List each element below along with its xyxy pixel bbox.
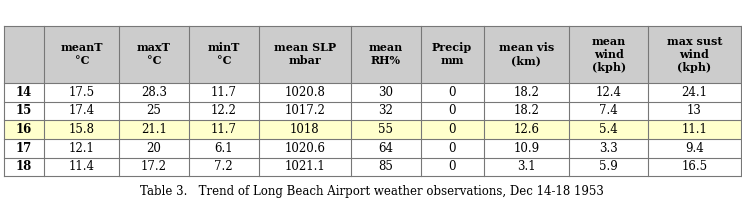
Text: 28.3: 28.3 — [141, 86, 167, 99]
Text: 3.1: 3.1 — [517, 160, 536, 174]
Text: mean vis
(km): mean vis (km) — [499, 43, 554, 66]
Bar — [4, 139, 741, 158]
Text: 15.8: 15.8 — [69, 123, 95, 136]
Bar — [4, 158, 741, 176]
Text: 15: 15 — [16, 104, 32, 117]
Text: meanT
°C: meanT °C — [61, 43, 103, 66]
Text: 5.9: 5.9 — [600, 160, 618, 174]
Text: max sust
wind
(kph): max sust wind (kph) — [667, 36, 722, 73]
Text: 12.1: 12.1 — [69, 142, 95, 155]
Text: 7.2: 7.2 — [214, 160, 233, 174]
Text: mean
wind
(kph): mean wind (kph) — [591, 36, 626, 73]
Text: 18: 18 — [16, 160, 32, 174]
Text: 9.4: 9.4 — [685, 142, 704, 155]
Text: 17.2: 17.2 — [141, 160, 167, 174]
Text: 17.4: 17.4 — [69, 104, 95, 117]
Text: 12.4: 12.4 — [596, 86, 622, 99]
Text: 3.3: 3.3 — [600, 142, 618, 155]
Text: 11.4: 11.4 — [69, 160, 95, 174]
Text: 16.5: 16.5 — [681, 160, 708, 174]
Text: 0: 0 — [448, 160, 456, 174]
Text: 6.1: 6.1 — [214, 142, 233, 155]
Text: 7.4: 7.4 — [600, 104, 618, 117]
Text: 24.1: 24.1 — [681, 86, 707, 99]
Text: Table 3.   Trend of Long Beach Airport weather observations, Dec 14-18 1953: Table 3. Trend of Long Beach Airport wea… — [140, 185, 604, 198]
Text: 16: 16 — [16, 123, 32, 136]
Text: 12.6: 12.6 — [513, 123, 539, 136]
Text: 13: 13 — [687, 104, 702, 117]
Text: 55: 55 — [378, 123, 393, 136]
Bar — [4, 83, 741, 102]
Text: 17.5: 17.5 — [69, 86, 95, 99]
Text: 0: 0 — [448, 142, 456, 155]
Text: 5.4: 5.4 — [600, 123, 618, 136]
Text: mean
RH%: mean RH% — [369, 43, 403, 66]
Text: mean SLP
mbar: mean SLP mbar — [274, 43, 336, 66]
Text: 30: 30 — [378, 86, 393, 99]
Text: 21.1: 21.1 — [141, 123, 167, 136]
Text: 32: 32 — [378, 104, 393, 117]
Text: Precip
mm: Precip mm — [432, 43, 472, 66]
Text: 1021.1: 1021.1 — [284, 160, 325, 174]
Text: 11.7: 11.7 — [211, 123, 237, 136]
Text: 17: 17 — [16, 142, 32, 155]
Text: 20: 20 — [146, 142, 162, 155]
Text: 11.7: 11.7 — [211, 86, 237, 99]
Text: maxT
°C: maxT °C — [137, 43, 171, 66]
Text: 10.9: 10.9 — [513, 142, 539, 155]
Text: 64: 64 — [378, 142, 393, 155]
Text: 0: 0 — [448, 123, 456, 136]
Text: 0: 0 — [448, 104, 456, 117]
Text: 0: 0 — [448, 86, 456, 99]
Text: 85: 85 — [378, 160, 393, 174]
Text: 1020.6: 1020.6 — [284, 142, 325, 155]
Text: 18.2: 18.2 — [513, 86, 539, 99]
Text: 1020.8: 1020.8 — [284, 86, 325, 99]
Bar — [4, 120, 741, 139]
Text: 25: 25 — [146, 104, 162, 117]
Text: minT
°C: minT °C — [208, 43, 240, 66]
Text: 18.2: 18.2 — [513, 104, 539, 117]
Text: 1017.2: 1017.2 — [284, 104, 325, 117]
Text: 12.2: 12.2 — [211, 104, 237, 117]
Text: 1018: 1018 — [290, 123, 320, 136]
Bar — [4, 102, 741, 120]
Text: 14: 14 — [16, 86, 32, 99]
Text: 11.1: 11.1 — [682, 123, 707, 136]
